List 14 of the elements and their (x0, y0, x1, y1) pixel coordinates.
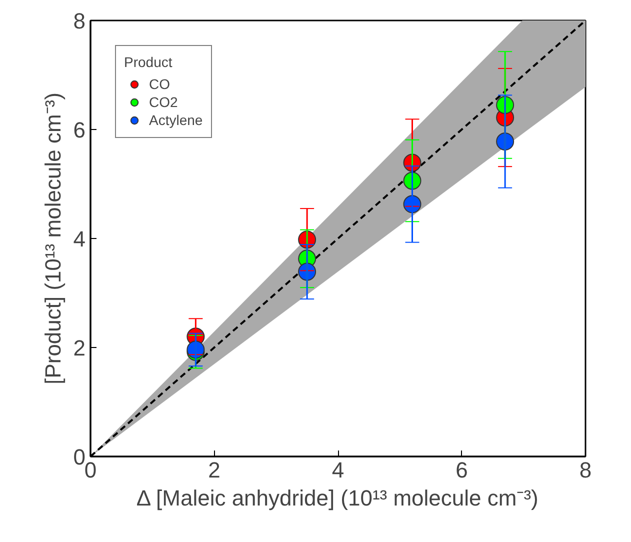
legend-label: CO2 (149, 94, 178, 110)
x-tick-label: 6 (456, 458, 468, 482)
x-axis-title: Δ [Maleic anhydride] (10¹³ molecule cm⁻³) (136, 486, 538, 510)
y-tick-label: 2 (73, 336, 86, 360)
y-axis-title: [Product] (10¹³ molecule cm⁻³) (40, 92, 66, 384)
legend-label: CO (149, 76, 170, 92)
y-tick-label: 8 (73, 8, 86, 34)
x-tick-label: 4 (332, 458, 344, 482)
y-tick-label: 4 (73, 226, 86, 252)
x-tick-label: 2 (208, 458, 220, 482)
legend-label: Actylene (149, 112, 203, 128)
y-tick-label: 6 (73, 118, 86, 142)
x-tick-label: 8 (579, 458, 592, 482)
legend-title: Product (124, 54, 174, 70)
